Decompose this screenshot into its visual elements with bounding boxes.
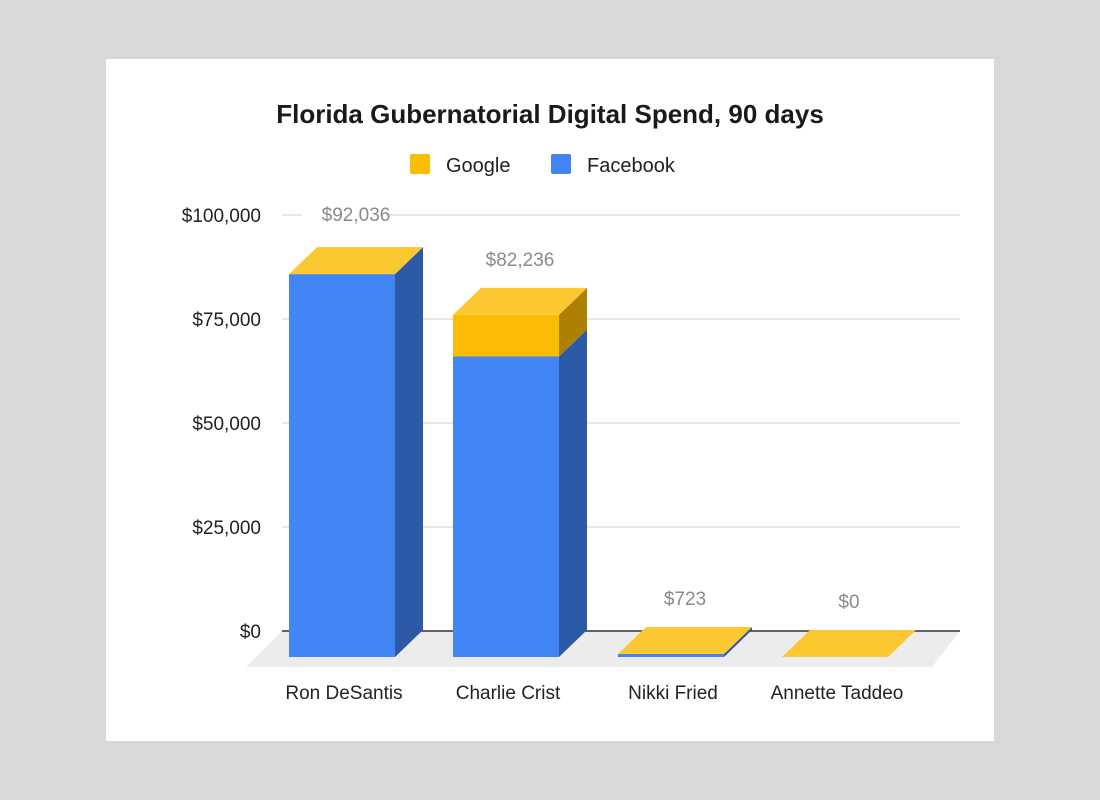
total-label-0: $92,036 (322, 205, 391, 226)
legend-label-google: Google (446, 155, 511, 177)
y-tick-label: $50,000 (192, 414, 261, 435)
bar-facebook-2 (618, 653, 724, 657)
bar-side-facebook-0 (395, 247, 423, 657)
y-tick-label: $25,000 (192, 518, 261, 539)
bar-side-facebook-1 (559, 329, 587, 657)
category-label-0: Ron DeSantis (285, 683, 402, 704)
category-label-3: Annette Taddeo (771, 683, 904, 704)
bar-side-facebook-2 (724, 626, 752, 657)
bar-top-0 (289, 247, 423, 275)
legend: Google Facebook (410, 154, 676, 177)
chart-title: Florida Gubernatorial Digital Spend, 90 … (276, 99, 824, 129)
category-label-1: Charlie Crist (456, 683, 561, 704)
total-label-3: $0 (838, 592, 859, 613)
bar-google-1 (453, 314, 559, 357)
total-label-2: $723 (664, 589, 706, 610)
bar-facebook-0 (289, 274, 395, 657)
legend-label-facebook: Facebook (587, 155, 676, 177)
total-label-1: $82,236 (486, 250, 555, 271)
chart-card: Florida Gubernatorial Digital Spend, 90 … (106, 59, 994, 741)
y-tick-label: $100,000 (182, 206, 261, 227)
bar-top-1 (453, 287, 587, 315)
bar-top-3 (782, 630, 916, 657)
total-labels: $92,036 $82,236 $723 $0 (302, 202, 860, 613)
y-tick-label: $0 (240, 622, 261, 643)
legend-swatch-facebook (551, 154, 571, 174)
category-label-2: Nikki Fried (628, 683, 718, 704)
bar-side-google-1 (559, 287, 587, 357)
bar-top-2 (618, 626, 752, 654)
plot-floor (246, 631, 960, 667)
chart-svg: Florida Gubernatorial Digital Spend, 90 … (182, 99, 960, 704)
total-label-bg-0 (302, 202, 386, 228)
plot-floor-plane (246, 631, 960, 667)
category-labels: Ron DeSantis Charlie Crist Nikki Fried Anne… (285, 683, 903, 704)
y-tick-label: $75,000 (192, 310, 261, 331)
legend-swatch-google (410, 154, 430, 174)
bar-facebook-1 (453, 356, 559, 657)
y-axis-ticks: $0 $25,000 $50,000 $75,000 $100,000 (182, 206, 261, 643)
bars (289, 247, 916, 657)
